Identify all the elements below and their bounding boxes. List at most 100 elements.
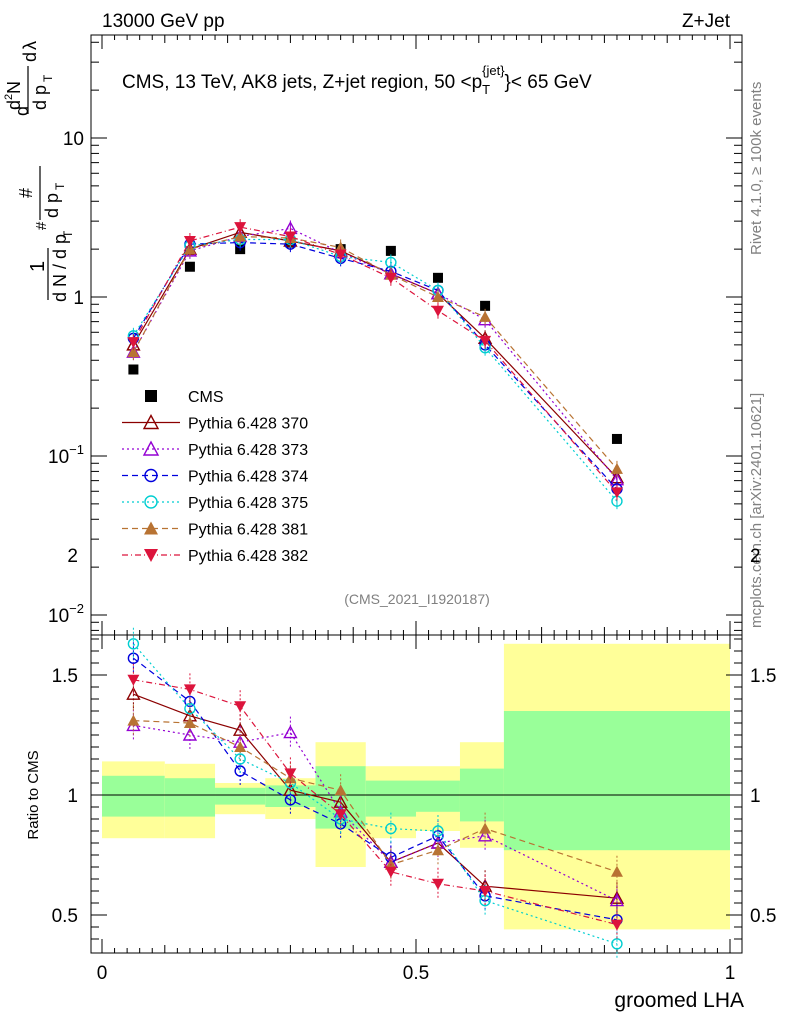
- legend-label: Pythia 6.428 375: [188, 495, 308, 512]
- plot-title-end: }< 65 GeV: [505, 72, 592, 93]
- plot-title-main: CMS, 13 TeV, AK8 jets, Z+jet region, 50 …: [122, 72, 482, 93]
- legend: CMS Pythia 6.428 370 Pythia 6.428 373 Pythi…: [122, 389, 308, 565]
- svg-text:d: d: [12, 106, 32, 116]
- main-plot-frame: [90, 34, 743, 636]
- legend-entry: Pythia 6.428 381: [122, 521, 308, 539]
- ratio-uncertainty-bands: [91, 643, 742, 930]
- series-line: [132, 226, 618, 493]
- ratio-point: [284, 794, 297, 806]
- ratio-point: [127, 638, 140, 650]
- data-point: [610, 487, 623, 499]
- legend-marker: [142, 414, 160, 430]
- svg-text:λ: λ: [20, 41, 40, 50]
- svg-text:#: #: [33, 221, 50, 230]
- legend-label: Pythia 6.428 370: [188, 416, 308, 433]
- analysis-tag: (CMS_2021_I1920187): [344, 591, 490, 607]
- ratio-y-tick-label-right: 1: [750, 786, 761, 807]
- legend-entry: Pythia 6.428 375: [122, 495, 308, 512]
- main-series-6: [127, 219, 623, 501]
- data-point: [184, 261, 195, 272]
- data-point: [334, 249, 347, 261]
- ratio-point: [479, 822, 492, 834]
- band-green: [102, 775, 165, 817]
- side-label-mcplots: mcplots.cern.ch [arXiv:2401.10621]: [748, 393, 765, 628]
- ratio-point: [431, 844, 444, 856]
- legend-label: Pythia 6.428 381: [188, 522, 308, 539]
- data-point: [479, 335, 492, 347]
- svg-text:2: 2: [3, 94, 15, 100]
- data-point: [385, 245, 396, 256]
- plot-title-sub: T: [482, 82, 490, 97]
- plot-title: CMS, 13 TeV, AK8 jets, Z+jet region, 50 …: [122, 63, 592, 97]
- series-line: [132, 231, 618, 479]
- ratio-series-4: [127, 704, 623, 888]
- legend-marker: [144, 521, 158, 535]
- legend-entry: Pythia 6.428 374: [122, 469, 308, 486]
- legend-marker: [144, 549, 158, 562]
- ratio-y-tick-label: 1: [67, 786, 78, 807]
- svg-text:N: N: [4, 81, 24, 94]
- svg-text:T: T: [41, 74, 55, 82]
- ratio-point: [183, 717, 196, 728]
- data-point: [479, 310, 492, 322]
- legend-label: Pythia 6.428 373: [188, 442, 308, 459]
- ratio-point: [127, 674, 140, 686]
- ratio-point: [182, 727, 198, 741]
- ratio-point: [283, 725, 298, 739]
- main-y-axis-label: 1 d N / d p T # # d p T d d 2 N d p T d …: [3, 41, 75, 302]
- data-point: [127, 346, 140, 358]
- y-tick-label: 1: [73, 288, 84, 309]
- legend-marker: [142, 440, 160, 456]
- ratio-point: [609, 890, 625, 904]
- data-point: [432, 272, 443, 283]
- data-point: [384, 272, 397, 284]
- svg-text:#: #: [16, 188, 36, 198]
- ratio-point: [334, 809, 347, 821]
- ratio-point: [234, 741, 247, 752]
- ratio-point: [334, 784, 347, 796]
- band-green: [164, 778, 216, 817]
- ratio-y-tick-label: 0.5: [52, 906, 78, 927]
- svg-text:d: d: [20, 52, 40, 62]
- data-point: [431, 291, 444, 302]
- legend-label: Pythia 6.428 374: [188, 469, 308, 486]
- series-line: [132, 238, 618, 502]
- ratio-point: [126, 686, 141, 700]
- ratio-point: [479, 886, 492, 897]
- ratio-point: [610, 865, 623, 877]
- x-axis-label: groomed LHA: [614, 989, 744, 1012]
- y-tick-label: 10−2: [48, 601, 84, 627]
- side-label-rivet: Rivet 4.1.0, ≥ 100k events: [748, 82, 765, 255]
- ratio-series-5: [127, 663, 623, 941]
- header-right: Z+Jet: [682, 11, 731, 32]
- ratio-point: [431, 878, 444, 890]
- band-green: [365, 780, 416, 817]
- ratio-series-group: [126, 627, 625, 960]
- y-tick-label: 10: [63, 129, 84, 150]
- x-tick-label: 1: [725, 963, 736, 984]
- ratio-point: [234, 765, 246, 777]
- data-point: [234, 222, 247, 234]
- svg-text:d p: d p: [30, 85, 50, 110]
- header-left: 13000 GeV pp: [102, 11, 225, 32]
- axis-ticks: 0 0.5 1 10 1 10−1 10−2 2 2 1.5 1.5 1 1 0.5 0.5: [48, 35, 776, 984]
- ratio-line: [133, 679, 618, 926]
- x-tick-label: 0: [97, 963, 108, 984]
- main-series-group: [126, 219, 625, 510]
- legend-entry: Pythia 6.428 370: [122, 414, 308, 433]
- y-tick-label: 10−1: [48, 442, 84, 468]
- data-point: [431, 305, 444, 317]
- series-line: [132, 227, 618, 481]
- data-point: [127, 337, 140, 349]
- ratio-point: [127, 714, 140, 726]
- legend-entry: CMS: [145, 389, 224, 406]
- ratio-point: [610, 919, 623, 931]
- legend-label: CMS: [188, 389, 224, 406]
- data-point: [610, 462, 623, 474]
- series-line: [132, 235, 618, 470]
- band-green: [215, 787, 266, 805]
- ratio-y-tick-label-right: 0.5: [750, 906, 776, 927]
- legend-entry: Pythia 6.428 373: [122, 440, 308, 459]
- legend-marker: [144, 495, 158, 509]
- main-series-4: [127, 231, 623, 510]
